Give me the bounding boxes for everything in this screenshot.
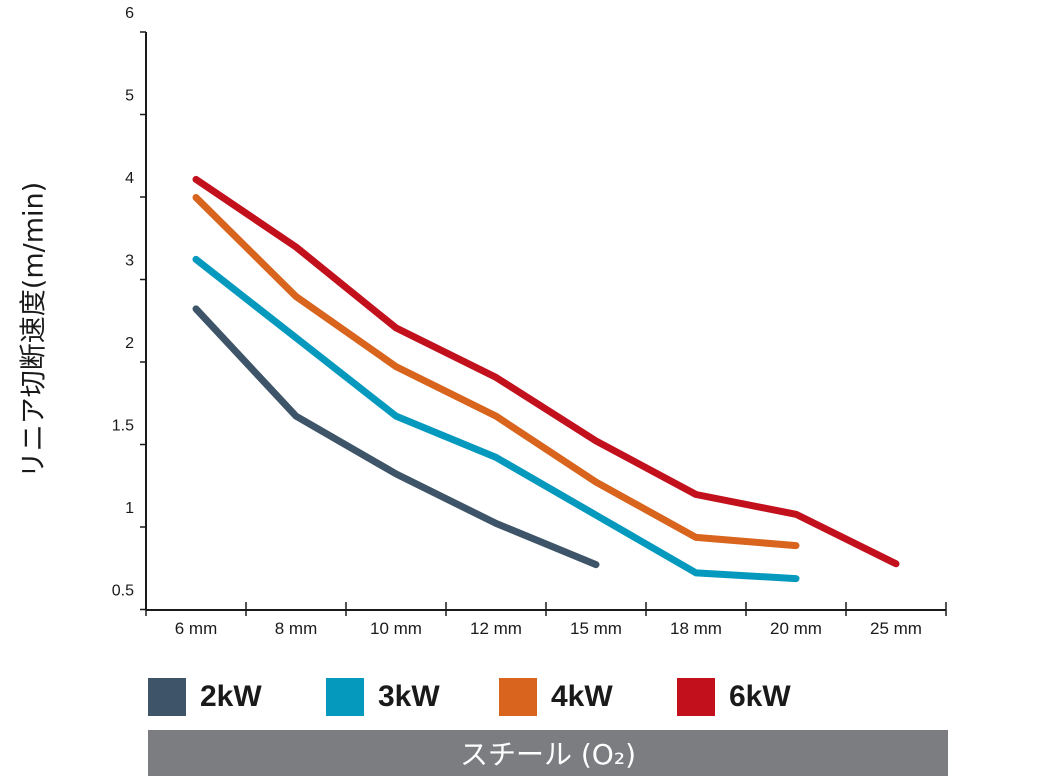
x-tick-label: 12 mm (470, 619, 522, 638)
legend-swatch-4kw (499, 678, 537, 716)
plot-area (192, 175, 900, 583)
x-tick-label: 15 mm (570, 619, 622, 638)
legend-item-4kw: 4kW (499, 678, 613, 716)
legend-label-3kw: 3kW (378, 680, 440, 713)
legend-label-4kw: 4kW (551, 680, 613, 713)
legend-label-6kw: 6kW (729, 680, 791, 713)
series-line-4kw (192, 194, 800, 550)
series-line-6kw (192, 175, 900, 568)
y-tick-label: 6 (125, 5, 134, 22)
legend-swatch-6kw (677, 678, 715, 716)
x-tick-label: 6 mm (175, 619, 218, 638)
legend-item-6kw: 6kW (677, 678, 791, 716)
y-tick-label: 4 (125, 170, 134, 187)
y-tick-label: 1.5 (112, 418, 134, 435)
legend: 2kW 3kW 4kW 6kW (148, 678, 948, 718)
x-tick-label: 10 mm (370, 619, 422, 638)
y-tick-label: 0.5 (112, 583, 134, 600)
legend-swatch-3kw (326, 678, 364, 716)
y-tick-label: 1 (125, 500, 134, 517)
x-axis-title-bar: スチール (O₂) (148, 730, 948, 776)
legend-item-3kw: 3kW (326, 678, 440, 716)
series-line-3kw (192, 255, 800, 583)
legend-item-2kw: 2kW (148, 678, 262, 716)
series-line-2kw (192, 305, 600, 569)
x-tick-label: 20 mm (770, 619, 822, 638)
y-ticks: 6 5 4 3 2 1.5 1 0.5 (112, 5, 146, 611)
y-tick-label: 5 (125, 88, 134, 105)
x-ticks: 6 mm 8 mm 10 mm 12 mm 15 mm 18 mm 20 mm 25 mm (145, 602, 947, 638)
x-tick-label: 18 mm (670, 619, 722, 638)
y-axis-label: リニア切断速度(m/min) (19, 182, 50, 478)
y-tick-label: 2 (125, 335, 134, 352)
x-tick-label: 8 mm (275, 619, 318, 638)
legend-swatch-2kw (148, 678, 186, 716)
y-tick-label: 3 (125, 253, 134, 270)
x-tick-label: 25 mm (870, 619, 922, 638)
legend-label-2kw: 2kW (200, 680, 262, 713)
x-axis-title: スチール (O₂) (459, 738, 636, 771)
